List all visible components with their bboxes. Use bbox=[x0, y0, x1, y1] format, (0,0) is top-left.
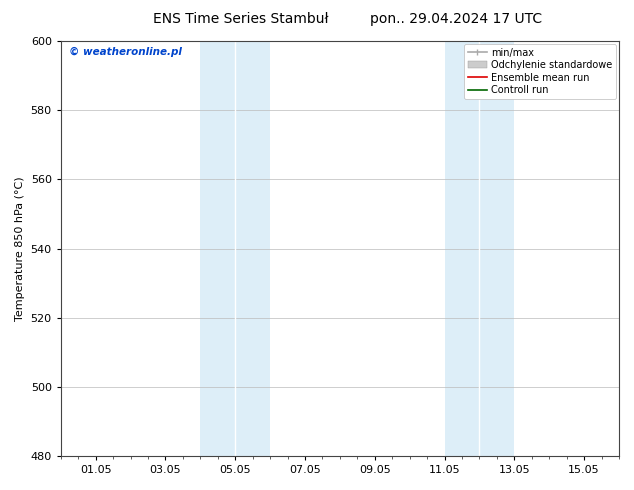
Text: pon.. 29.04.2024 17 UTC: pon.. 29.04.2024 17 UTC bbox=[370, 12, 543, 26]
Legend: min/max, Odchylenie standardowe, Ensemble mean run, Controll run: min/max, Odchylenie standardowe, Ensembl… bbox=[463, 44, 616, 99]
Y-axis label: Temperature 850 hPa (°C): Temperature 850 hPa (°C) bbox=[15, 176, 25, 321]
Bar bbox=[200, 41, 270, 456]
Text: © weatheronline.pl: © weatheronline.pl bbox=[69, 47, 182, 57]
Text: ENS Time Series Stambuł: ENS Time Series Stambuł bbox=[153, 12, 328, 26]
Bar bbox=[444, 41, 514, 456]
